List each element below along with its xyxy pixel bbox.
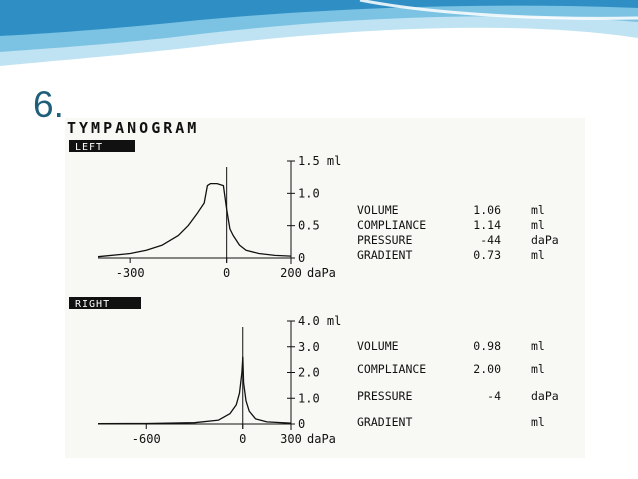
x-tick-label: -300 bbox=[116, 266, 145, 280]
reading-label: GRADIENT bbox=[357, 248, 412, 262]
reading-value: 1.14 bbox=[473, 218, 501, 232]
tympanogram-figure: TYMPANOGRAM LEFT RIGHT -300 0 200 daPa00.51… bbox=[67, 119, 559, 446]
x-tick-label: 300 bbox=[280, 432, 302, 446]
reading-unit: ml bbox=[531, 248, 545, 262]
reading-value: 0.98 bbox=[473, 339, 501, 353]
x-tick-label: -600 bbox=[132, 432, 161, 446]
reading-unit: ml bbox=[531, 415, 545, 429]
reading-label: COMPLIANCE bbox=[357, 218, 426, 232]
reading-value: 0.73 bbox=[473, 248, 501, 262]
x-tick-label: 0 bbox=[239, 432, 246, 446]
x-axis-label: daPa bbox=[307, 266, 336, 280]
y-tick-label: 1.0 bbox=[298, 391, 320, 405]
y-tick-label: 4.0 ml bbox=[298, 314, 341, 328]
reading-value: 1.06 bbox=[473, 203, 501, 217]
tympanogram-scan: TYMPANOGRAM LEFT RIGHT -300 0 200 daPa 0 0.5 1… bbox=[65, 118, 585, 458]
reading-unit: daPa bbox=[531, 389, 559, 403]
figure-title: TYMPANOGRAM bbox=[67, 119, 199, 137]
slide-number: 6. bbox=[33, 84, 64, 125]
reading-unit: ml bbox=[531, 339, 545, 353]
right-tag-box bbox=[69, 297, 141, 309]
reading-label: COMPLIANCE bbox=[357, 362, 426, 376]
x-axis-label: daPa bbox=[307, 432, 336, 446]
reading-label: VOLUME bbox=[357, 203, 399, 217]
reading-unit: ml bbox=[531, 218, 545, 232]
reading-unit: ml bbox=[531, 362, 545, 376]
reading-value: -44 bbox=[480, 233, 501, 247]
banner-wave-dark bbox=[0, 0, 638, 36]
x-tick-label: 200 bbox=[280, 266, 302, 280]
y-tick-label: 3.0 bbox=[298, 340, 320, 354]
left-tag: LEFT bbox=[75, 142, 103, 153]
reading-unit: daPa bbox=[531, 233, 559, 247]
y-tick-label: 2.0 bbox=[298, 366, 320, 380]
reading-value: -4 bbox=[487, 389, 501, 403]
reading-label: GRADIENT bbox=[357, 415, 412, 429]
reading-unit: ml bbox=[531, 203, 545, 217]
tympanogram-curve bbox=[97, 182, 292, 258]
header-banner bbox=[0, 0, 638, 80]
reading-label: PRESSURE bbox=[357, 389, 412, 403]
right-tag: RIGHT bbox=[75, 299, 110, 310]
tympanogram-curve bbox=[97, 356, 292, 425]
y-tick-label: 0 bbox=[298, 417, 305, 431]
x-tick-label: 0 bbox=[223, 266, 230, 280]
reading-value: 2.00 bbox=[473, 362, 501, 376]
y-tick-label: 0.5 bbox=[298, 219, 320, 233]
reading-label: PRESSURE bbox=[357, 233, 412, 247]
y-tick-label: 1.0 bbox=[298, 186, 320, 200]
left-tag-box bbox=[69, 140, 135, 152]
banner-highlight bbox=[359, 0, 638, 20]
y-tick-label: 1.5 ml bbox=[298, 154, 341, 168]
reading-label: VOLUME bbox=[357, 339, 399, 353]
y-tick-label: 0 bbox=[298, 251, 305, 265]
